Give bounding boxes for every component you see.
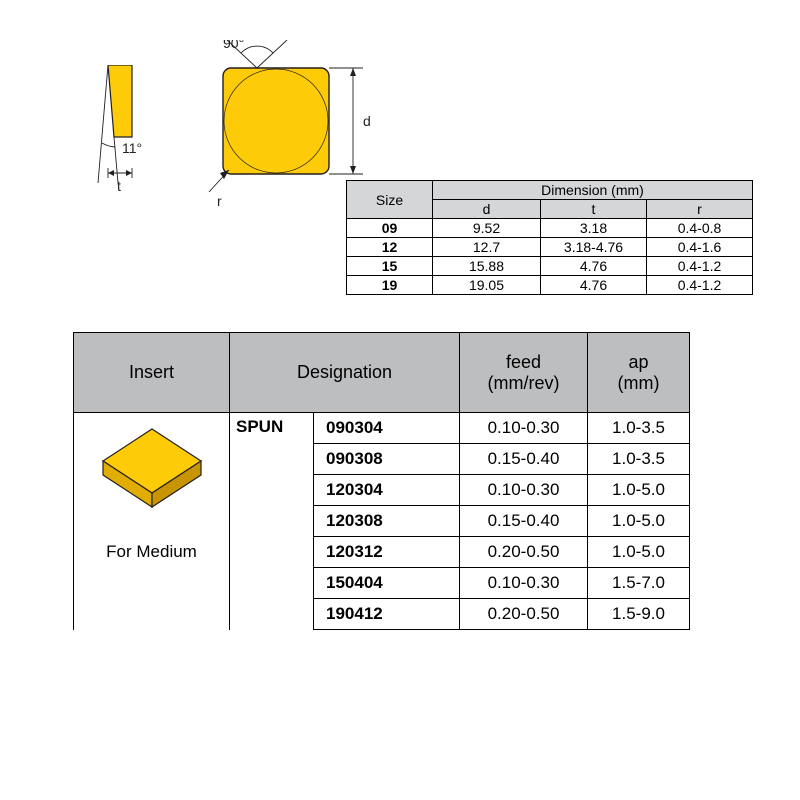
- ap-value: 1.5-7.0: [588, 568, 690, 599]
- ap-value: 1.5-9.0: [588, 599, 690, 630]
- feed-header: feed (mm/rev): [460, 333, 588, 413]
- insert-side-diagram: 11° t: [90, 65, 190, 215]
- ap-header: ap (mm): [588, 333, 690, 413]
- ap-value: 1.0-3.5: [588, 444, 690, 475]
- angle-11-label: 11°: [122, 140, 142, 156]
- insert-caption: For Medium: [74, 542, 229, 562]
- size-header: Size: [347, 181, 433, 219]
- ap-value: 1.0-5.0: [588, 475, 690, 506]
- col-d-header: d: [433, 200, 541, 219]
- feed-value: 0.10-0.30: [460, 475, 588, 506]
- designation-code: 150404: [314, 568, 460, 599]
- designation-code: 090308: [314, 444, 460, 475]
- designation-code: 120312: [314, 537, 460, 568]
- dimension-header: Dimension (mm): [433, 181, 753, 200]
- angle-90-label: 90°: [223, 40, 244, 51]
- col-t-header: t: [541, 200, 647, 219]
- ap-value: 1.0-3.5: [588, 413, 690, 444]
- feed-value: 0.10-0.30: [460, 413, 588, 444]
- insert-cell: For Medium: [74, 413, 230, 630]
- designation-code: 190412: [314, 599, 460, 630]
- series-label: SPUN: [230, 413, 314, 630]
- col-r-header: r: [647, 200, 753, 219]
- size-row: 1212.73.18-4.760.4-1.6: [347, 238, 753, 257]
- size-row: 1919.054.760.4-1.2: [347, 276, 753, 295]
- feed-value: 0.15-0.40: [460, 444, 588, 475]
- r-label: r: [217, 193, 222, 209]
- feed-value: 0.20-0.50: [460, 599, 588, 630]
- insert-header: Insert: [74, 333, 230, 413]
- designation-code: 120308: [314, 506, 460, 537]
- d-label: d: [363, 113, 371, 129]
- page-canvas: 11° t 90° d r Size Dimension (mm: [0, 0, 800, 800]
- feed-value: 0.10-0.30: [460, 568, 588, 599]
- designation-table: Insert Designation feed (mm/rev) ap (mm): [73, 332, 690, 630]
- designation-code: 090304: [314, 413, 460, 444]
- size-row: 099.523.180.4-0.8: [347, 219, 753, 238]
- t-label: t: [117, 178, 121, 194]
- feed-value: 0.20-0.50: [460, 537, 588, 568]
- feed-value: 0.15-0.40: [460, 506, 588, 537]
- ap-value: 1.0-5.0: [588, 537, 690, 568]
- ap-value: 1.0-5.0: [588, 506, 690, 537]
- designation-code: 120304: [314, 475, 460, 506]
- insert-isometric-icon: [97, 425, 207, 521]
- size-dimension-table: Size Dimension (mm) d t r 099.523.180.4-…: [346, 180, 753, 295]
- table-row: For Medium SPUN 090304 0.10-0.30 1.0-3.5: [74, 413, 690, 444]
- size-row: 1515.884.760.4-1.2: [347, 257, 753, 276]
- designation-header: Designation: [230, 333, 460, 413]
